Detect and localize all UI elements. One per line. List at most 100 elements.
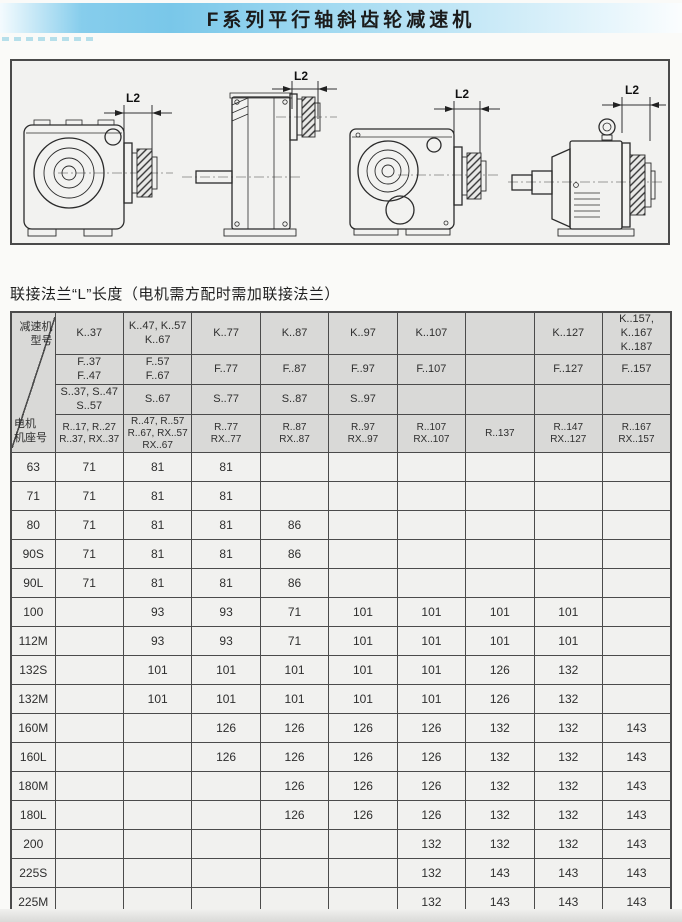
flange-table-body: 63 71 81 81 71 71 81 81 80 71 81 81 86 90S 71 81 81 86 90L… [10,452,672,918]
length-value-cell [54,626,124,657]
length-value-cell [122,713,193,744]
model-header-cell: K..47, K..57 K..67 [122,311,193,356]
length-value-cell [602,481,672,512]
length-value-cell: 93 [122,626,193,657]
length-value-cell: 101 [328,684,398,715]
model-header-cell: R..17, R..27 R..37, RX..37 [54,414,124,454]
length-value-cell: 126 [259,742,330,773]
table-row: 71 71 81 81 [10,481,672,512]
motor-frame-cell: 90S [10,539,56,570]
model-header-cell [465,311,535,356]
length-value-cell: 93 [191,597,261,628]
length-value-cell: 126 [259,713,330,744]
length-value-cell [533,568,604,599]
length-value-cell: 132 [533,771,604,802]
length-value-cell [533,452,604,483]
length-value-cell: 143 [602,829,672,860]
length-value-cell [602,539,672,570]
length-value-cell [328,858,398,889]
motor-frame-cell: 63 [10,452,56,483]
model-header-cell: S..77 [191,384,261,416]
length-value-cell: 132 [533,684,604,715]
drawing-bevel-gear-reducer: L2 [340,61,504,243]
length-value-cell: 71 [259,597,330,628]
length-value-cell: 93 [191,626,261,657]
table-row: 90L 71 81 81 86 [10,568,672,599]
model-header-cell: R..137 [465,414,535,454]
model-header-cell: K..37 [54,311,124,356]
table-row: 225S 132 143 143 143 [10,858,672,889]
length-value-cell [602,684,672,715]
length-value-cell [396,452,467,483]
length-value-cell: 126 [328,713,398,744]
dimension-label-l2: L2 [455,87,470,101]
length-value-cell [54,655,124,686]
length-value-cell [602,568,672,599]
length-value-cell [54,684,124,715]
length-value-cell [396,568,467,599]
parallel-shaft-reducer-outline [182,81,337,237]
header-row: S..37, S..47 S..57 S..67 S..77 S..87 S..97 [11,384,672,416]
length-value-cell [54,771,124,802]
length-value-cell: 71 [54,568,124,599]
length-value-cell [259,452,330,483]
model-header-cell: F..127 [533,354,604,386]
length-value-cell: 81 [122,510,193,541]
corner-label-motor-frame: 电机 机座号 [14,417,47,444]
length-value-cell [259,858,330,889]
model-header-cell: R..97 RX..97 [328,414,398,454]
length-value-cell [533,539,604,570]
length-value-cell: 132 [465,771,535,802]
length-value-cell [54,713,124,744]
motor-frame-cell: 180M [10,771,56,802]
length-value-cell: 126 [259,800,330,831]
length-value-cell [602,655,672,686]
length-value-cell: 101 [191,684,261,715]
length-value-cell [122,742,193,773]
length-value-cell: 93 [122,597,193,628]
corner-cell: 减速机 型号 电机 机座号 [10,311,56,454]
header-row: 减速机 型号 电机 机座号 K..37 K..47, K..57 K..67 K..77… [10,311,672,454]
drawing-parallel-shaft-reducer: L2 [176,61,340,243]
model-header-cell: S..87 [259,384,330,416]
length-value-cell: 101 [328,597,398,628]
length-value-cell: 101 [328,655,398,686]
length-value-cell: 101 [191,655,261,686]
length-value-cell: 132 [396,829,467,860]
motor-frame-cell: 90L [10,568,56,599]
length-value-cell: 81 [122,452,193,483]
length-value-cell: 101 [533,597,604,628]
table-row: 132S 101 101 101 101 101 126 132 [10,655,672,686]
table-row: 160M 126 126 126 126 132 132 143 [10,713,672,744]
length-value-cell: 143 [602,858,672,889]
length-value-cell [191,771,261,802]
length-value-cell: 126 [465,655,535,686]
dimension-label-l2: L2 [126,91,141,105]
length-value-cell [602,597,672,628]
model-header-cell: R..77 RX..77 [191,414,261,454]
length-value-cell [465,481,535,512]
length-value-cell: 81 [191,452,261,483]
length-value-cell [533,481,604,512]
length-value-cell: 101 [396,655,467,686]
model-header-cell: R..47, R..57 R..67, RX..57 RX..67 [122,414,193,454]
length-value-cell: 143 [602,742,672,773]
table-row: 200 132 132 132 143 [10,829,672,860]
flange-length-table: 减速机 型号 电机 机座号 K..37 K..47, K..57 K..67 K..77… [10,311,672,919]
length-value-cell [122,800,193,831]
table-row: 112M 93 93 71 101 101 101 101 [10,626,672,657]
model-header-cell: F..77 [191,354,261,386]
length-value-cell: 132 [465,713,535,744]
length-value-cell: 101 [259,684,330,715]
length-value-cell: 101 [259,655,330,686]
motor-frame-cell: 80 [10,510,56,541]
length-value-cell [54,742,124,773]
model-header-cell: F..97 [328,354,398,386]
length-value-cell [396,539,467,570]
length-value-cell: 143 [465,858,535,889]
page-bottom-strip [0,909,682,922]
table-row: 90S 71 81 81 86 [10,539,672,570]
motor-frame-cell: 71 [10,481,56,512]
length-value-cell: 143 [533,858,604,889]
model-header-cell: R..87 RX..87 [259,414,330,454]
